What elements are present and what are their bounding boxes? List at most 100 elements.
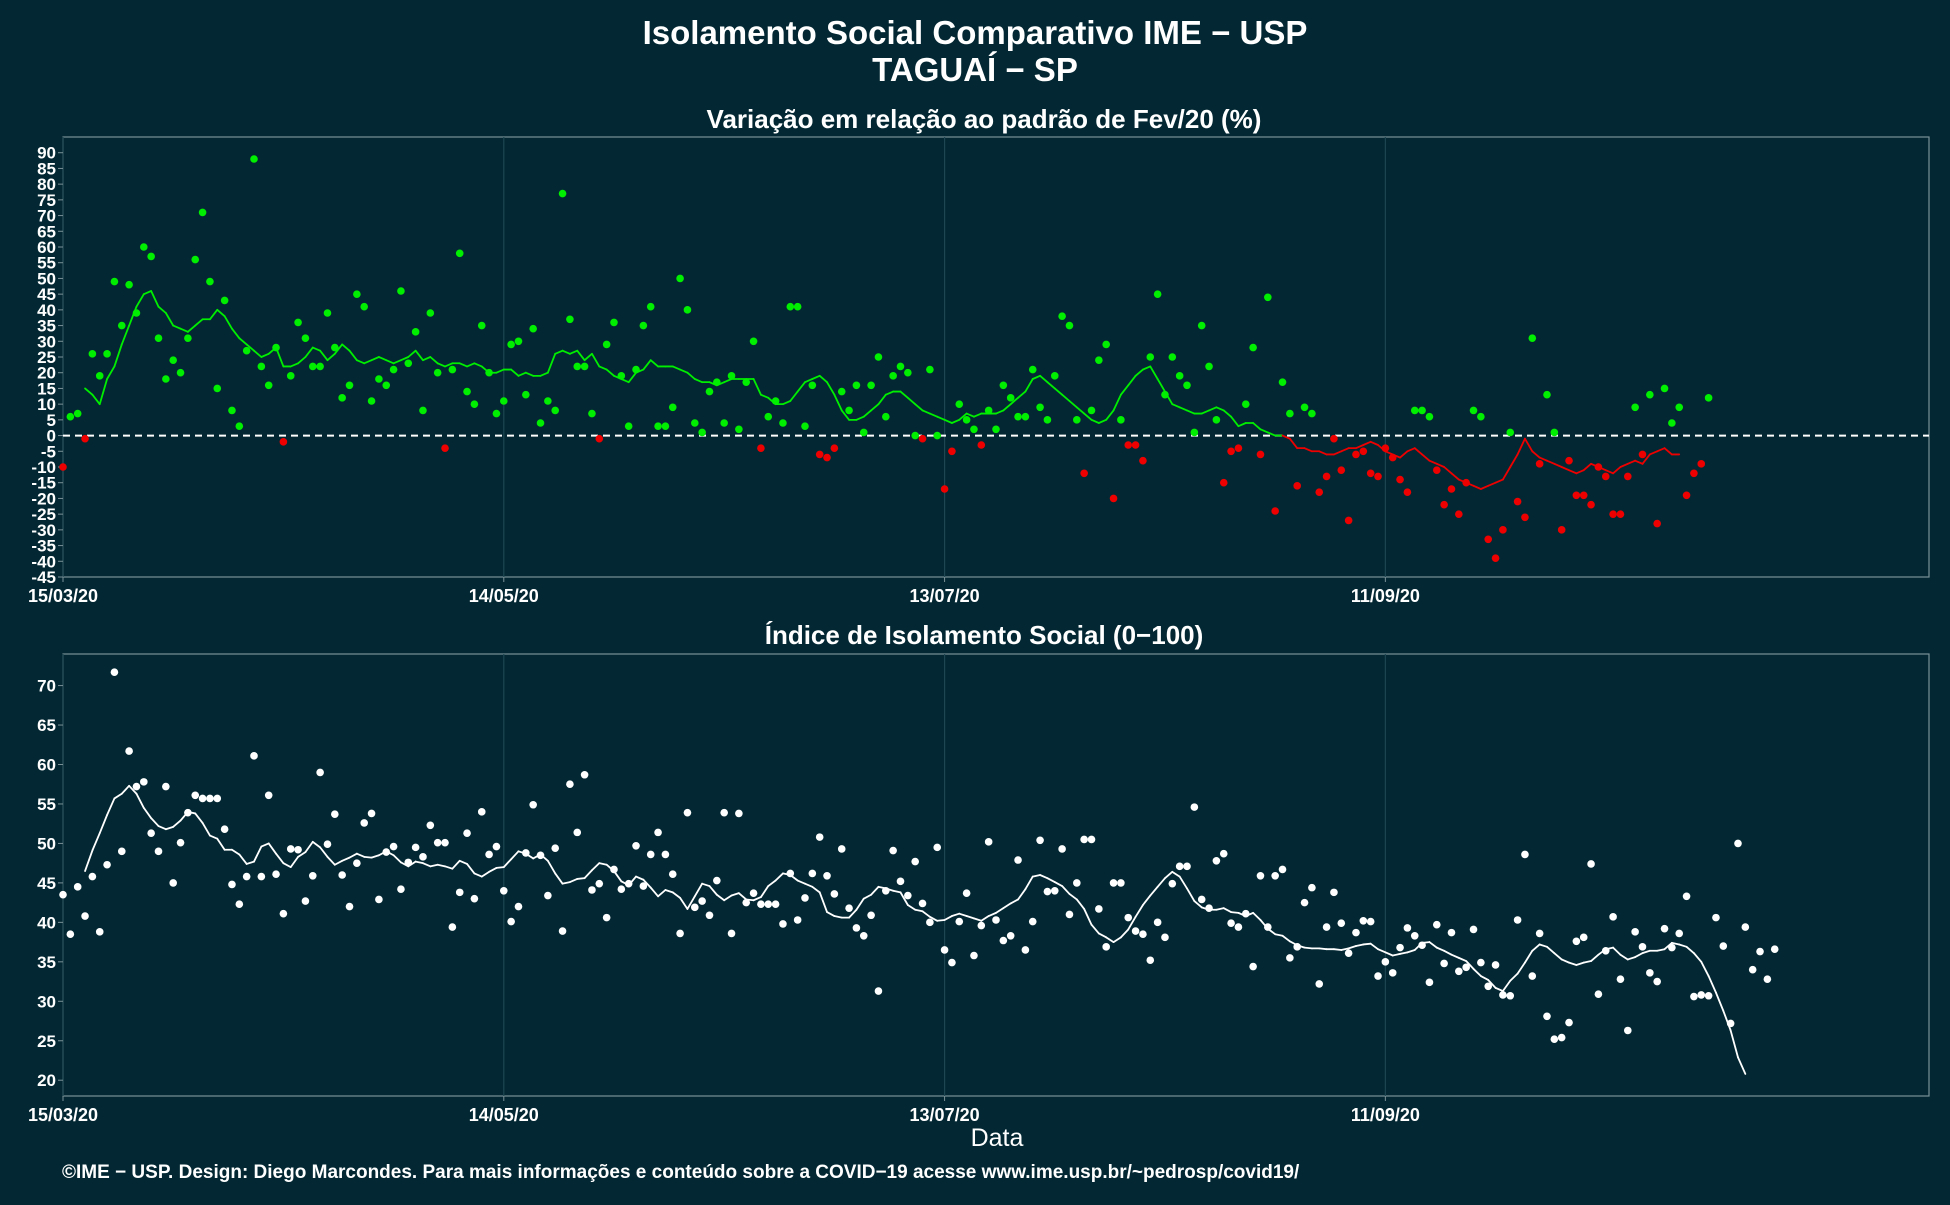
smoothed-segment [730,892,740,897]
smoothed-segment [341,343,351,352]
smoothed-segment [150,817,160,827]
data-point [551,844,560,852]
variation-panel: -45-40-35-30-25-20-15-10-505101520253035… [28,136,1930,606]
smoothed-segment [1340,447,1350,453]
data-point [830,444,839,452]
smoothed-segment [414,860,424,865]
data-point [999,936,1008,945]
smoothed-segment [1626,956,1637,961]
data-point [602,913,611,922]
smoothed-segment [1722,1009,1732,1032]
data-point [962,416,971,424]
data-point [1190,428,1199,437]
smoothed-segment [392,854,402,864]
smoothed-segment [1421,453,1431,462]
data-point [1462,963,1470,972]
smoothed-segment [1479,484,1490,490]
data-point [529,800,537,809]
data-point [1712,913,1720,922]
smoothed-segment [333,859,344,866]
data-point [1513,916,1522,924]
smoothed-segment [1369,942,1379,951]
smoothed-segment [275,852,285,865]
smoothed-segment [1487,481,1497,487]
data-point [1271,871,1279,880]
smoothed-segment [1553,952,1563,961]
data-point [1469,925,1478,934]
data-point [793,302,802,311]
smoothed-segment [1634,952,1644,958]
data-point [852,381,861,390]
smoothed-segment [1178,875,1188,890]
smoothed-segment [1318,947,1328,951]
data-point [977,441,986,449]
data-point [382,848,391,856]
smoothed-segment [833,393,843,412]
data-point [257,872,266,881]
smoothed-segment [488,866,498,873]
smoothed-segment [407,349,417,358]
smoothed-segment [1377,948,1387,954]
data-point [1359,447,1368,456]
data-point [1227,447,1235,456]
smoothed-segment [1149,885,1159,897]
data-point [1638,450,1647,459]
smoothed-segment [91,832,101,852]
y-tick-label: 15 [37,379,56,398]
data-point [1653,977,1661,986]
data-point [147,829,155,837]
smoothed-segment [1399,450,1409,459]
data-point [859,428,868,437]
smoothed-segment [1502,979,1512,992]
data-point [1601,472,1610,481]
data-point [1308,409,1316,418]
data-point [904,891,912,900]
data-point [610,318,618,327]
data-point [1477,412,1485,421]
data-point [1425,978,1434,987]
data-point [676,274,684,283]
data-point [617,372,626,380]
data-point [198,208,207,217]
smoothed-segment [1333,450,1343,456]
y-tick-label: 60 [37,756,56,775]
data-point [1315,980,1324,988]
data-point [477,808,486,816]
data-point [632,365,640,374]
y-tick-label: 5 [47,411,56,430]
data-point [830,890,839,898]
data-point [206,794,214,803]
data-point [1623,472,1632,481]
smoothed-segment [238,853,248,865]
data-point [59,463,67,471]
data-point [1175,372,1184,380]
data-point [1682,892,1691,901]
data-point [566,315,574,324]
y-tick-label: 0 [47,427,56,446]
data-point [1241,400,1250,408]
data-point [1425,412,1434,421]
data-point [1616,975,1625,983]
data-point [1095,356,1103,364]
data-point [1704,991,1713,1000]
data-point [1668,419,1676,427]
data-point [1609,913,1617,921]
smoothed-segment [1090,923,1100,935]
smoothed-segment [686,371,696,380]
smoothed-segment [194,812,204,824]
smoothed-segment [686,895,696,910]
data-point [140,243,148,251]
smoothed-segment [289,855,299,869]
smoothed-segment [561,349,571,355]
data-point [206,277,214,286]
smoothed-segment [1626,459,1637,465]
data-point [308,362,317,371]
data-point [499,886,508,895]
data-point [433,838,442,847]
data-point [1528,334,1537,342]
y-tick-label: 60 [37,238,56,257]
data-point [1139,456,1147,465]
smoothed-segment [1031,874,1041,878]
data-point [859,931,868,940]
smoothed-segment [157,825,167,831]
